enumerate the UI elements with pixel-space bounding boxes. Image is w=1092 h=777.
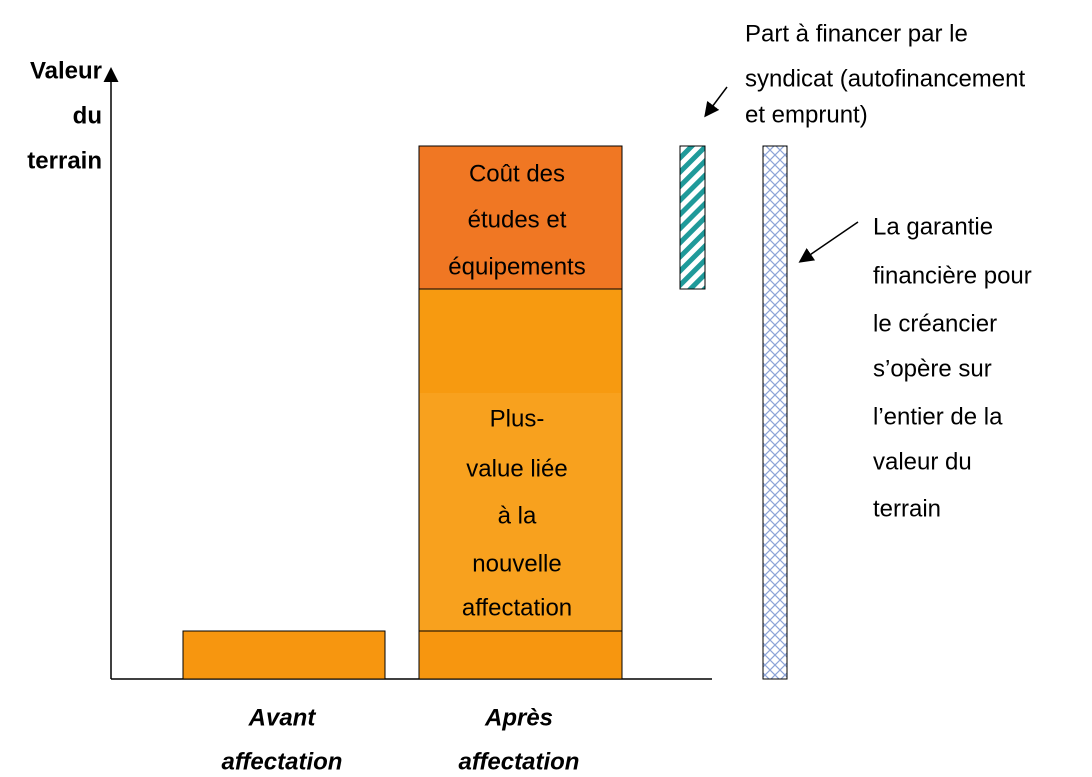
category-label: affectation bbox=[222, 748, 343, 775]
annotation: le créancier bbox=[873, 310, 997, 337]
arrows bbox=[704, 86, 859, 263]
box-label: Plus- bbox=[490, 405, 545, 432]
box-label: études et bbox=[468, 206, 567, 233]
category-label: Avant bbox=[248, 704, 317, 731]
axis-label: terrain bbox=[27, 147, 102, 174]
annotation: l’entier de la bbox=[873, 403, 1003, 430]
bars bbox=[182, 145, 788, 680]
box-label: à la bbox=[498, 502, 537, 529]
box-label: nouvelle bbox=[472, 550, 561, 577]
annotation: s’opère sur bbox=[873, 355, 992, 382]
box-label: affectation bbox=[462, 594, 572, 621]
box-label: value liée bbox=[466, 455, 567, 482]
annotation: terrain bbox=[873, 495, 941, 522]
box-label: équipements bbox=[448, 253, 585, 280]
annotation: syndicat (autofinancement bbox=[745, 65, 1025, 92]
annotation: Part à financer par le bbox=[745, 20, 968, 47]
axis-label: Valeur bbox=[30, 57, 102, 84]
axis-label: du bbox=[73, 102, 102, 129]
annotation: valeur du bbox=[873, 448, 972, 475]
annotation: financière pour bbox=[873, 262, 1032, 289]
labels: Valeur du terrain Coût des études et équipeme… bbox=[27, 20, 1031, 775]
annotation: La garantie bbox=[873, 213, 993, 240]
category-label: affectation bbox=[459, 748, 580, 775]
box-label: Coût des bbox=[469, 160, 565, 187]
annotation: et emprunt) bbox=[745, 101, 868, 128]
category-label: Après bbox=[484, 704, 553, 731]
